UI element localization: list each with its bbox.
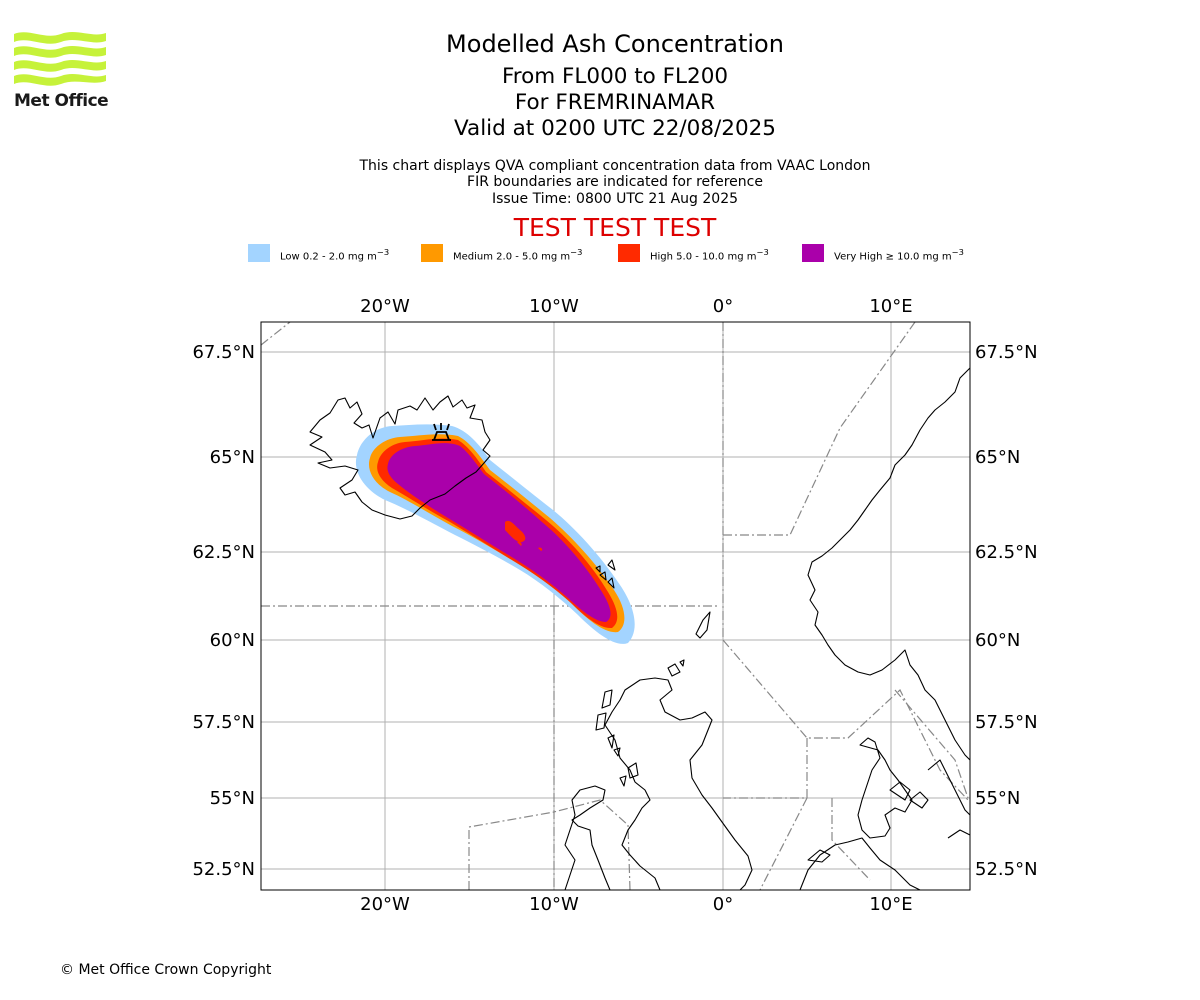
legend-unit-sup: −3 xyxy=(570,247,583,257)
logo-text: Met Office xyxy=(14,91,109,111)
valid-time: Valid at 0200 UTC 22/08/2025 xyxy=(453,116,776,141)
legend-unit-sup: −3 xyxy=(951,247,964,257)
legend-label-medium: Medium 2.0 - 5.0 mg m xyxy=(453,251,571,263)
lon-tick-bottom: 0° xyxy=(713,894,733,915)
norway-coast xyxy=(807,367,970,761)
legend-unit-sup: −3 xyxy=(756,247,769,257)
lat-tick-left: 55°N xyxy=(210,788,255,809)
met-office-logo: Met Office xyxy=(14,30,109,112)
lat-tick-left: 67.5°N xyxy=(192,342,255,363)
lon-tick-top: 10°E xyxy=(869,296,912,317)
volcano-icon xyxy=(432,423,451,441)
test-banner: TEST TEST TEST xyxy=(513,213,717,242)
lon-tick-top: 0° xyxy=(713,296,733,317)
legend-swatch-medium xyxy=(421,244,443,262)
lon-tick-bottom: 10°W xyxy=(529,894,579,915)
lat-tick-left: 60°N xyxy=(210,630,255,651)
lat-tick-right: 57.5°N xyxy=(975,712,1038,733)
lon-tick-top: 10°W xyxy=(529,296,579,317)
met-office-waves-icon xyxy=(14,32,106,86)
legend-unit-sup: −3 xyxy=(376,247,390,257)
ash-contour-very-high xyxy=(387,443,611,622)
tick-labels: 20°W 10°W 0° 10°E 20°W 10°W 0° 10°E 67.5… xyxy=(192,296,1037,915)
legend-label-very-high: Very High ≥ 10.0 mg m xyxy=(834,251,952,263)
map-frame xyxy=(260,321,971,891)
description-line-1: This chart displays QVA compliant concen… xyxy=(359,158,871,174)
copyright: © Met Office Crown Copyright xyxy=(60,962,272,978)
lat-tick-left: 62.5°N xyxy=(192,542,255,563)
legend-swatch-very-high xyxy=(802,244,824,262)
great-britain-coast xyxy=(604,677,753,890)
lat-tick-right: 52.5°N xyxy=(975,859,1038,880)
lat-tick-right: 65°N xyxy=(975,447,1020,468)
iceland-coast xyxy=(309,395,491,520)
lon-tick-bottom: 10°E xyxy=(869,894,912,915)
legend-label-high: High 5.0 - 10.0 mg m xyxy=(650,251,757,263)
denmark-coast xyxy=(857,737,913,839)
coastlines xyxy=(309,367,970,890)
description-line-2: FIR boundaries are indicated for referen… xyxy=(467,174,763,190)
legend-swatch-high xyxy=(618,244,640,262)
lat-tick-right: 55°N xyxy=(975,788,1020,809)
flight-level-range: From FL000 to FL200 xyxy=(501,64,729,89)
lat-tick-right: 67.5°N xyxy=(975,342,1038,363)
legend-label-low: Low 0.2 - 2.0 mg m xyxy=(280,251,377,263)
lat-tick-left: 52.5°N xyxy=(192,859,255,880)
issue-time: Issue Time: 0800 UTC 21 Aug 2025 xyxy=(491,191,739,207)
fir-boundaries xyxy=(261,322,969,890)
volcano-name: For FREMRINAMAR xyxy=(514,90,716,115)
lat-tick-right: 62.5°N xyxy=(975,542,1038,563)
lon-tick-bottom: 20°W xyxy=(360,894,410,915)
ash-core-details xyxy=(505,520,543,551)
lon-tick-top: 20°W xyxy=(360,296,410,317)
lat-tick-left: 57.5°N xyxy=(192,712,255,733)
chart-title: Modelled Ash Concentration xyxy=(446,30,784,58)
lat-tick-right: 60°N xyxy=(975,630,1020,651)
ireland-coast xyxy=(564,785,611,890)
legend-swatch-low xyxy=(248,244,270,262)
lat-tick-left: 65°N xyxy=(210,447,255,468)
